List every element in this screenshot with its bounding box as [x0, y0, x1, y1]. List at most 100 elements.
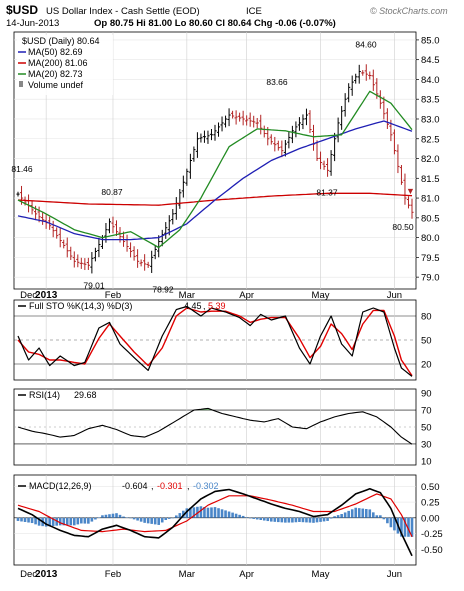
legend-price: $USD (Daily) 80.64 [22, 36, 100, 46]
x-label-top-dec: Dec [20, 290, 37, 301]
x-label-bottom-dec: Dec [20, 569, 37, 580]
macd-histogram-bar [175, 515, 178, 518]
macd-histogram-bar [269, 517, 273, 522]
legend-volume-swatch [19, 81, 23, 87]
legend-ma50: MA(50) 82.69 [28, 47, 83, 57]
macd-tick-label: 0.00 [421, 513, 440, 524]
macd-hist-value: -0.302 [193, 481, 219, 491]
macd-histogram-bar [206, 507, 210, 518]
macd-histogram-bar [111, 513, 115, 518]
macd-histogram-bar [326, 517, 329, 521]
exchange-label: ICE [246, 6, 262, 17]
macd-histogram-bar [245, 517, 248, 518]
macd-histogram-bar [386, 517, 389, 524]
legend-ma200: MA(200) 81.06 [28, 58, 88, 68]
macd-histogram-bar [305, 517, 308, 523]
macd-histogram-bar [210, 507, 213, 518]
macd-histogram-bar [37, 517, 41, 526]
grid-layer [14, 32, 419, 565]
macd-histogram-bar [284, 517, 287, 523]
macd-histogram-bar [291, 517, 294, 523]
price-tick-label: 84.5 [421, 55, 440, 66]
stockcharts-watermark: © StockCharts.com [370, 6, 448, 16]
sto-title: Full STO %K(14,3) %D(3) [29, 301, 132, 311]
macd-histogram-bar [108, 514, 111, 518]
price-annotation-79-01: 79.01 [83, 281, 105, 291]
price-tick-label: 82.0 [421, 154, 440, 165]
price-annotation-78-92: 78.92 [152, 284, 174, 294]
macd-histogram-bar [23, 517, 27, 522]
price-tick-label: 83.5 [421, 95, 440, 106]
macd-histogram-bar [34, 517, 37, 525]
x-label-bottom-may: May [312, 569, 330, 580]
macd-histogram-bar [410, 517, 414, 537]
macd-histogram-bar [224, 510, 227, 518]
macd-histogram-bar [298, 517, 301, 522]
macd-histogram-bar [372, 512, 375, 518]
sto-d-line [17, 307, 413, 377]
rsi-tick-label: 30 [421, 439, 432, 450]
x-label-top-mar: Mar [179, 290, 195, 301]
macd-histogram-bar [241, 515, 245, 518]
macd-histogram-bar [20, 517, 23, 522]
macd-histogram-bar [329, 517, 333, 519]
macd-histogram-bar [407, 517, 410, 537]
macd-histogram-bar [315, 517, 319, 523]
macd-histogram-bar [196, 506, 199, 518]
macd-histogram-bar [266, 517, 270, 522]
macd-histogram-bar [51, 517, 55, 526]
macd-histogram-bar [139, 517, 143, 522]
price-tick-label: 82.5 [421, 134, 440, 145]
macd-histogram-bar [97, 517, 101, 518]
rsi-value: 29.68 [74, 390, 97, 400]
macd-histogram-bar [364, 508, 368, 518]
macd-histogram-bar [189, 507, 192, 518]
macd-histogram-bar [227, 511, 231, 518]
text-layer: 79.0 79.5 80.0 80.5 81.0 81.5 82.0 82.5 83.0 83.5… [11, 35, 442, 580]
macd-histogram-bar [115, 513, 118, 518]
macd-histogram-bar [280, 517, 284, 523]
macd-histogram-bar [58, 517, 62, 526]
macd-histogram-bar [48, 517, 51, 527]
price-tick-label: 80.0 [421, 233, 440, 244]
index-name: US Dollar Index - Cash Settle (EOD) [46, 6, 200, 17]
macd-histogram-bar [220, 509, 224, 518]
macd-histogram-bar [301, 517, 305, 523]
sto-k-line [17, 305, 413, 377]
macd-histogram-bar [294, 517, 298, 523]
macd-histogram-bar [122, 516, 125, 518]
quote-date: 14-Jun-2013 [6, 18, 59, 29]
macd-histogram-bar [55, 517, 58, 526]
macd-histogram-bar [87, 517, 90, 524]
rsi-line [17, 407, 413, 445]
macd-histogram-bar [379, 515, 382, 518]
macd-legend: MACD(12,26,9) -0.604 , -0.301 , -0.302 [18, 481, 219, 491]
macd-histogram-bar [273, 517, 277, 522]
macd-histogram-bar [382, 517, 386, 520]
macd-histogram-bar [217, 508, 220, 518]
macd-histogram-bar [27, 517, 30, 523]
price-tick-label: 85.0 [421, 35, 440, 46]
svg-text:,: , [151, 481, 154, 491]
macd-histogram-bar [238, 514, 241, 518]
price-tick-label: 79.0 [421, 273, 440, 284]
macd-histogram-bar [164, 517, 168, 520]
macd-histogram-bar [80, 517, 83, 524]
price-tick-label: 79.5 [421, 253, 440, 264]
macd-histogram-bar [30, 517, 34, 524]
macd-histogram-bar [72, 517, 76, 526]
macd-histogram-bar [104, 514, 108, 518]
sto-d-value: 5.39 [208, 301, 226, 311]
macd-histogram-bar [400, 517, 403, 537]
macd-histogram-bar [203, 506, 206, 518]
macd-histogram-bar [375, 515, 379, 518]
x-label-bottom-mar: Mar [179, 569, 195, 580]
legend-ma20: MA(20) 82.73 [28, 69, 83, 79]
macd-tick-label: 0.25 [421, 498, 440, 509]
price-tick-label: 81.0 [421, 194, 440, 205]
macd-histogram-bar [319, 517, 322, 522]
macd-histogram-bar [312, 517, 315, 523]
macd-histogram-bar [129, 517, 132, 519]
macd-histogram-bar [101, 515, 104, 518]
